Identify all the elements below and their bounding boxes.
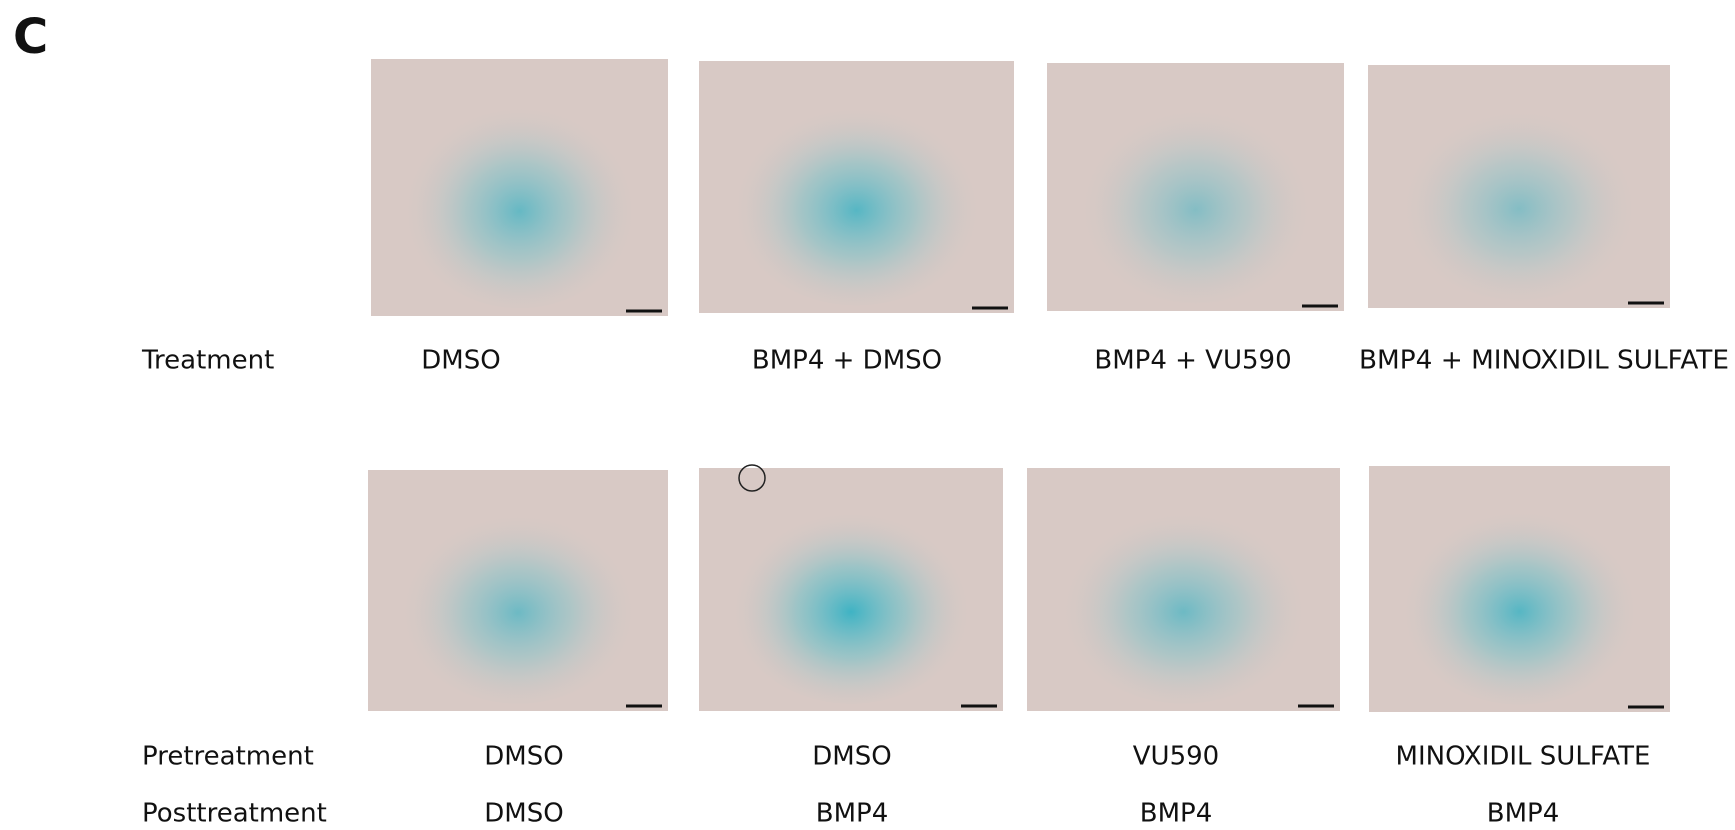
treatment-label: DMSO [421,346,500,376]
panel-label: C [13,9,48,65]
condition-label: BMP4 [1140,799,1213,829]
condition-label: VU590 [1133,742,1219,772]
condition-label: DMSO [484,799,563,829]
stain [1399,498,1640,705]
stain [731,94,983,306]
stain [1398,97,1640,301]
treatment-label: BMP4 + VU590 [1094,346,1291,376]
row-label: Treatment [141,346,274,376]
condition-label: DMSO [812,742,891,772]
stain [398,501,638,703]
row-label: Pretreatment [142,742,314,772]
row-label: Posttreatment [142,799,327,829]
treatment-label: BMP4 + MINOXIDIL SULFATE [1359,346,1729,376]
condition-label: MINOXIDIL SULFATE [1396,742,1651,772]
treatment-label: BMP4 + DMSO [752,346,942,376]
stain [1077,95,1315,303]
stain [1058,500,1308,704]
stain [729,500,972,704]
page: C Treatment Pretreatment Posttreatment D… [0,0,1735,830]
condition-label: DMSO [484,742,563,772]
stain [401,92,639,308]
condition-label: BMP4 [816,799,889,829]
figure: C Treatment Pretreatment Posttreatment D… [0,0,1735,830]
condition-label: BMP4 [1487,799,1560,829]
